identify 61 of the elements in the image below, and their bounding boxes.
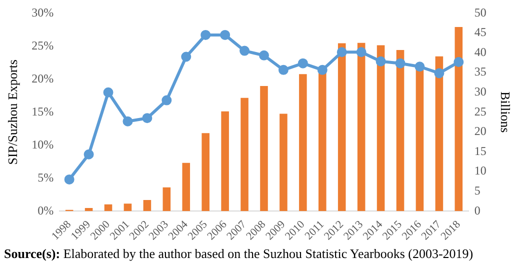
bar	[280, 114, 288, 212]
y-tick-label: 25%	[32, 38, 54, 52]
point	[64, 174, 74, 184]
point	[200, 30, 211, 40]
source-note: Source(s): Elaborated by the author based on the Suzhou Statistic Yearbooks (2003-2019)	[4, 246, 474, 262]
bar	[202, 133, 210, 212]
point	[142, 113, 152, 124]
y2-tick-label: 15	[474, 144, 486, 158]
bar	[338, 43, 346, 212]
y2-tick-label: 50	[474, 5, 486, 20]
y-tick-label: 15%	[32, 104, 54, 118]
point	[278, 64, 288, 75]
point	[162, 95, 172, 106]
point	[356, 47, 366, 58]
y2-tick-label: 45	[474, 25, 486, 40]
y-tick-label: 20%	[32, 71, 54, 86]
y2-tick-label: 10	[474, 164, 486, 178]
point	[454, 57, 464, 68]
y2-tick-label: 20	[474, 124, 486, 138]
point	[376, 56, 386, 66]
bar	[454, 27, 463, 212]
y2-tick-label: 40	[474, 44, 486, 59]
point	[259, 50, 269, 60]
y2-axis-title: Billions	[498, 92, 513, 133]
bar	[162, 187, 171, 212]
bar	[357, 42, 366, 212]
y-tick-label: 0%	[38, 203, 54, 218]
bar	[240, 98, 248, 212]
bar	[182, 162, 190, 212]
point	[434, 68, 444, 78]
y2-tick-label: 5	[474, 183, 480, 198]
point	[84, 149, 94, 160]
point	[336, 47, 347, 58]
point	[414, 62, 425, 72]
point	[240, 46, 250, 56]
y-axis-title: SIP/Suzhou Exports	[5, 60, 20, 165]
point	[103, 87, 114, 98]
bar	[299, 74, 307, 212]
point	[122, 116, 133, 126]
point	[298, 58, 308, 68]
bar	[124, 204, 132, 212]
bar	[221, 111, 229, 212]
y2-tick-label: 30	[474, 84, 486, 99]
bar	[396, 50, 404, 212]
bar	[84, 208, 93, 212]
point	[220, 30, 230, 40]
point	[317, 64, 328, 75]
y-tick-label: 30%	[32, 5, 54, 20]
bar	[416, 68, 424, 212]
bar	[260, 86, 268, 212]
bar	[104, 204, 112, 212]
y-tick-label: 10%	[32, 137, 54, 152]
y2-tick-label: 0	[474, 203, 480, 218]
bar	[376, 45, 385, 212]
point	[181, 52, 192, 62]
y2-tick-label: 35	[474, 64, 486, 79]
y-tick-label: 5%	[38, 170, 54, 184]
point	[395, 58, 406, 68]
y2-tick-label: 25	[474, 104, 486, 118]
bar	[143, 200, 152, 212]
bar	[435, 56, 444, 212]
